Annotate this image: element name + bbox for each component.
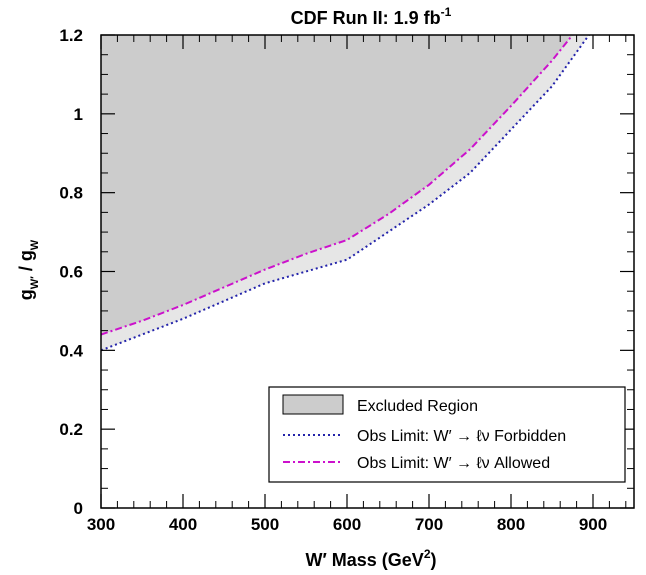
x-axis-label: W′ Mass (GeV2): [305, 547, 436, 570]
y-tick-label: 0.8: [59, 184, 83, 203]
x-tick-label: 700: [415, 515, 443, 534]
series-line-allowed: [100, 34, 574, 336]
y-tick-label: 0: [74, 499, 83, 518]
legend-label-forbidden: Obs Limit: W′ → ℓν Forbidden: [357, 428, 566, 445]
legend-label-allowed: Obs Limit: W′ → ℓν Allowed: [357, 455, 550, 472]
axis-ticks: 300 400 500 600 700 800 900 0 0.2 0.4 0.6 0.8 1 1.2: [59, 26, 634, 534]
legend: Excluded Region Obs Limit: W′ → ℓν Forbi…: [268, 386, 626, 483]
y-tick-label: 1.2: [59, 26, 83, 45]
y-axis-label: gW′ / gW: [16, 239, 41, 300]
series-layer: [100, 34, 590, 352]
x-tick-label: 400: [169, 515, 197, 534]
x-axis-label-superscript: 2: [424, 547, 431, 561]
chart-title: CDF Run II: 1.9 fb-1: [291, 5, 452, 28]
y-tick-label: 0.2: [59, 420, 83, 439]
x-tick-label: 800: [497, 515, 525, 534]
regions-layer: [101, 35, 589, 351]
y-tick-label: 0.4: [59, 341, 83, 360]
y-tick-label: 1: [74, 105, 83, 124]
legend-swatch-excluded: [282, 394, 344, 415]
y-tick-label: 0.6: [59, 263, 83, 282]
x-tick-label: 600: [333, 515, 361, 534]
x-tick-label: 500: [251, 515, 279, 534]
legend-label-excluded: Excluded Region: [357, 398, 478, 415]
chart-title-superscript: -1: [441, 5, 452, 19]
excluded-region: [101, 35, 573, 335]
x-tick-label: 300: [87, 515, 115, 534]
x-tick-label: 900: [579, 515, 607, 534]
